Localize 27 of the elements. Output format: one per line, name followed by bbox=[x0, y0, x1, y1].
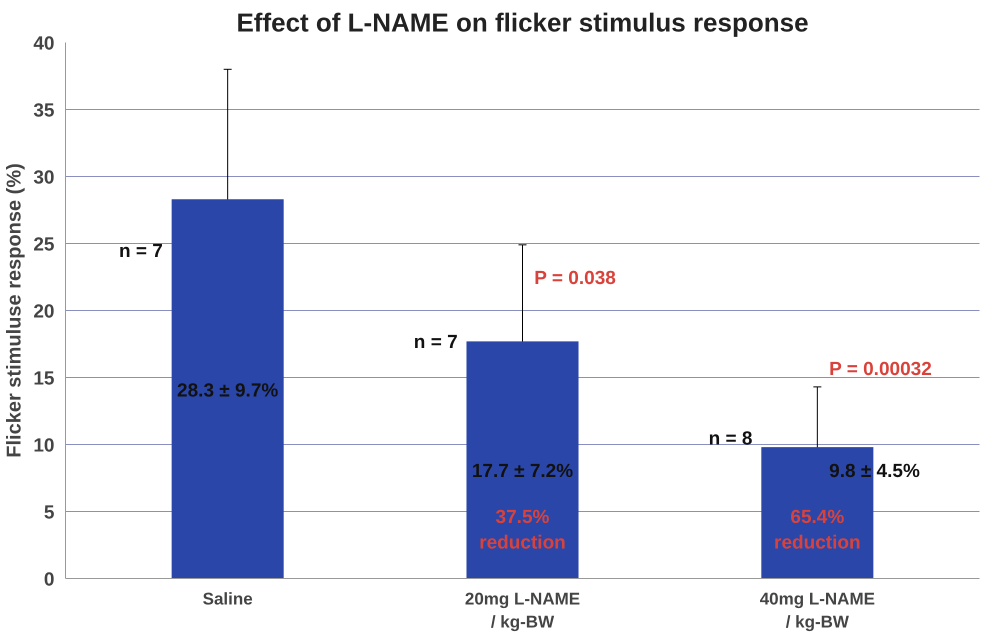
bar bbox=[761, 447, 874, 578]
y-axis-title: Flicker stimuluse response (%) bbox=[3, 163, 26, 458]
y-tick-label: 20 bbox=[33, 302, 55, 322]
x-tick-label: Saline bbox=[202, 590, 253, 608]
y-tick-label: 0 bbox=[44, 570, 55, 590]
y-tick-label: 25 bbox=[33, 234, 55, 256]
y-tick-label: 10 bbox=[33, 436, 55, 456]
annotation: P = 0.00032 bbox=[829, 358, 932, 380]
annotation: n = 7 bbox=[414, 332, 458, 354]
x-tick-label: 20mg L-NAME / kg-BW bbox=[464, 590, 580, 632]
annotation: 17.7 ± 7.2% bbox=[472, 460, 574, 482]
annotation: 28.3 ± 9.7% bbox=[177, 380, 278, 402]
bar bbox=[172, 199, 284, 578]
annotation: 65.4% reduction bbox=[774, 507, 861, 554]
annotation: n = 8 bbox=[708, 428, 752, 450]
annotation: 9.8 ± 4.5% bbox=[829, 460, 920, 482]
y-tick-label: 5 bbox=[44, 502, 55, 524]
annotation: P = 0.038 bbox=[534, 268, 616, 289]
y-tick-label: 30 bbox=[33, 168, 55, 188]
y-tick-label: 35 bbox=[33, 100, 55, 122]
y-tick-label: 40 bbox=[33, 34, 55, 54]
chart-title: Effect of L-NAME on flicker stimulus response bbox=[236, 8, 809, 38]
annotation: 37.5% reduction bbox=[479, 507, 566, 554]
annotation: n = 7 bbox=[118, 241, 163, 262]
x-tick-label: 40mg L-NAME / kg-BW bbox=[760, 590, 875, 632]
y-tick-label: 15 bbox=[33, 368, 55, 390]
bar bbox=[466, 341, 579, 578]
